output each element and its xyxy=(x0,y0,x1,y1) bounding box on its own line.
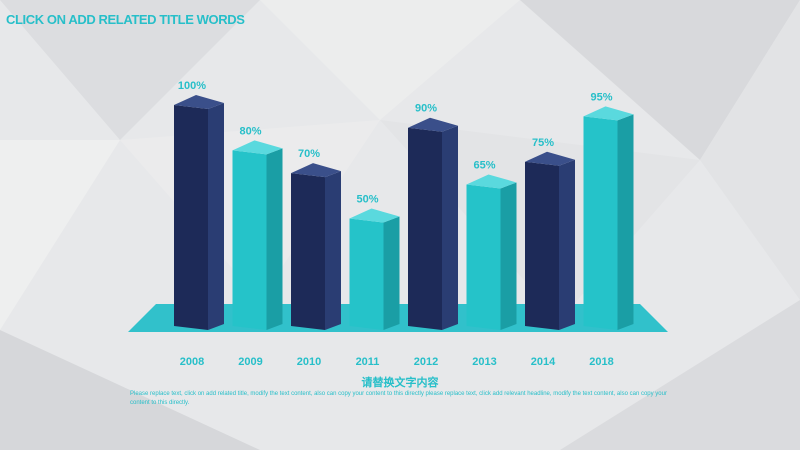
bar-side xyxy=(617,114,634,330)
bar-2014 xyxy=(525,151,575,330)
category-label: 2012 xyxy=(414,356,438,368)
category-label: 2008 xyxy=(180,356,204,368)
bar-2013 xyxy=(466,174,517,330)
category-label: 2013 xyxy=(472,356,496,368)
bar-side xyxy=(383,216,400,330)
bar-front xyxy=(349,218,384,330)
bar-top xyxy=(174,95,224,109)
bar-top xyxy=(525,151,575,166)
slide-title: CLICK ON ADD RELATED TITLE WORDS xyxy=(6,12,245,27)
bar-front xyxy=(583,116,618,330)
bar-2008 xyxy=(174,95,224,330)
bar-front xyxy=(525,161,559,330)
bar-top xyxy=(349,208,400,223)
bar-front xyxy=(291,173,325,330)
value-label: 95% xyxy=(590,91,612,103)
category-label: 2011 xyxy=(356,356,380,368)
bar-top xyxy=(291,163,341,178)
bar-side xyxy=(266,148,283,330)
value-label: 75% xyxy=(532,137,554,149)
value-label: 50% xyxy=(356,194,378,206)
bar-top xyxy=(583,106,634,121)
category-label: 2014 xyxy=(531,356,556,368)
bar-side xyxy=(559,159,575,330)
value-label: 70% xyxy=(298,148,320,160)
bar-front xyxy=(174,105,208,330)
category-label: 2009 xyxy=(238,356,262,368)
bar-top xyxy=(232,140,283,155)
chart-caption: 请替换文字内容 xyxy=(361,377,439,389)
bar-2018 xyxy=(583,106,634,330)
bar-front xyxy=(408,127,442,330)
body-text: Please replace text, click on add relate… xyxy=(130,391,667,406)
category-label: 2018 xyxy=(589,356,613,368)
bar-front xyxy=(232,150,267,330)
bar-front xyxy=(466,184,501,330)
category-label: 2010 xyxy=(297,356,321,368)
value-label: 90% xyxy=(415,103,437,115)
bar-side xyxy=(325,171,341,330)
bar-2009 xyxy=(232,140,283,330)
bar-side xyxy=(500,182,517,330)
bar-top xyxy=(408,117,458,132)
bar-top xyxy=(466,174,517,189)
bar-side xyxy=(442,125,458,330)
bar-side xyxy=(208,103,224,330)
value-label: 100% xyxy=(178,80,206,92)
bar-2012 xyxy=(408,117,458,330)
value-label: 80% xyxy=(239,125,261,137)
bar-2011 xyxy=(349,208,400,330)
bar-2010 xyxy=(291,163,341,330)
value-label: 65% xyxy=(473,159,495,171)
